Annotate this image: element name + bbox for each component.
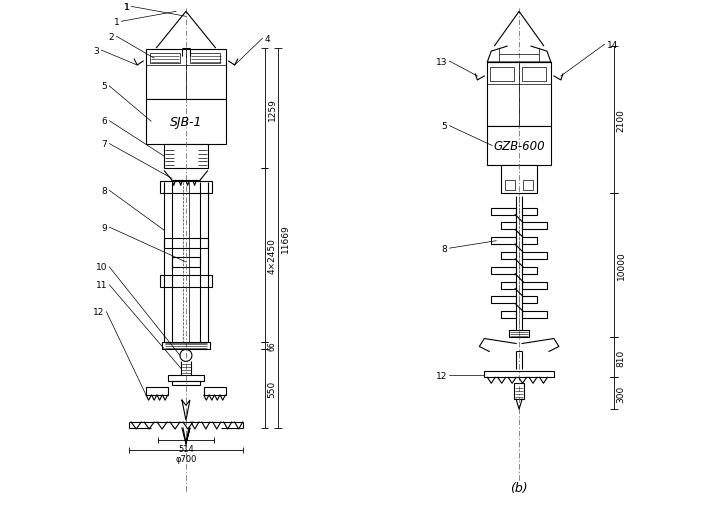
Bar bbox=[501, 282, 516, 289]
Bar bbox=[522, 208, 537, 215]
Bar bbox=[168, 376, 204, 382]
Text: 10000: 10000 bbox=[617, 251, 625, 280]
Bar bbox=[150, 54, 180, 64]
Bar bbox=[501, 312, 516, 319]
Text: 514: 514 bbox=[178, 444, 194, 453]
Text: 6: 6 bbox=[102, 117, 108, 126]
Bar bbox=[172, 382, 200, 385]
Text: φ700: φ700 bbox=[175, 454, 197, 463]
Bar bbox=[487, 63, 551, 126]
Bar bbox=[522, 267, 537, 274]
Text: 3: 3 bbox=[93, 46, 99, 56]
Bar bbox=[491, 297, 516, 304]
Bar bbox=[522, 238, 537, 245]
Bar bbox=[146, 99, 226, 144]
Bar bbox=[487, 126, 551, 166]
Bar bbox=[509, 330, 529, 337]
Bar bbox=[491, 208, 516, 215]
Text: SJB-1: SJB-1 bbox=[170, 116, 202, 128]
Text: 12: 12 bbox=[436, 371, 448, 380]
Bar bbox=[164, 238, 207, 248]
Text: 550: 550 bbox=[267, 380, 277, 397]
Text: 5: 5 bbox=[442, 122, 448, 131]
Bar bbox=[160, 182, 212, 194]
Bar bbox=[514, 383, 524, 399]
Bar bbox=[522, 282, 547, 289]
Bar bbox=[501, 223, 516, 230]
Bar bbox=[160, 276, 212, 287]
Text: 11669: 11669 bbox=[282, 224, 290, 253]
Bar bbox=[491, 238, 516, 245]
Bar bbox=[146, 50, 226, 99]
Bar bbox=[522, 223, 547, 230]
Text: 1: 1 bbox=[123, 3, 129, 12]
Text: 1: 1 bbox=[113, 18, 119, 27]
Bar bbox=[501, 252, 516, 260]
Bar bbox=[172, 258, 200, 267]
Text: GZB-600: GZB-600 bbox=[493, 140, 545, 153]
Text: 1259: 1259 bbox=[267, 97, 277, 121]
Text: 9: 9 bbox=[102, 223, 108, 232]
Bar bbox=[523, 181, 533, 191]
Bar bbox=[164, 144, 207, 169]
Bar bbox=[522, 312, 547, 319]
Text: 11: 11 bbox=[96, 281, 108, 290]
Bar bbox=[506, 181, 515, 191]
Bar bbox=[146, 387, 168, 395]
Text: 2: 2 bbox=[108, 33, 114, 41]
Text: 13: 13 bbox=[436, 58, 448, 67]
Bar bbox=[491, 267, 516, 274]
Bar bbox=[491, 68, 514, 82]
Text: 2100: 2100 bbox=[617, 109, 625, 132]
Bar bbox=[501, 166, 537, 194]
Text: 14: 14 bbox=[607, 40, 618, 49]
Text: 8: 8 bbox=[102, 186, 108, 195]
Bar bbox=[522, 297, 537, 304]
Bar bbox=[522, 252, 547, 260]
Bar bbox=[484, 372, 554, 378]
Bar bbox=[162, 342, 210, 350]
Text: 66: 66 bbox=[267, 341, 277, 350]
Text: 4×2450: 4×2450 bbox=[267, 237, 277, 273]
Text: 7: 7 bbox=[102, 140, 108, 149]
Bar bbox=[190, 54, 220, 64]
Text: 5: 5 bbox=[102, 82, 108, 91]
Text: 810: 810 bbox=[617, 348, 625, 366]
Text: 300: 300 bbox=[617, 385, 625, 402]
Text: (b): (b) bbox=[511, 481, 528, 494]
Text: 8: 8 bbox=[442, 244, 448, 253]
Text: 10: 10 bbox=[96, 263, 108, 272]
Text: 4: 4 bbox=[265, 35, 270, 43]
Text: 12: 12 bbox=[93, 308, 104, 317]
Bar bbox=[204, 387, 226, 395]
Text: 1: 1 bbox=[123, 3, 129, 12]
Bar bbox=[522, 68, 546, 82]
